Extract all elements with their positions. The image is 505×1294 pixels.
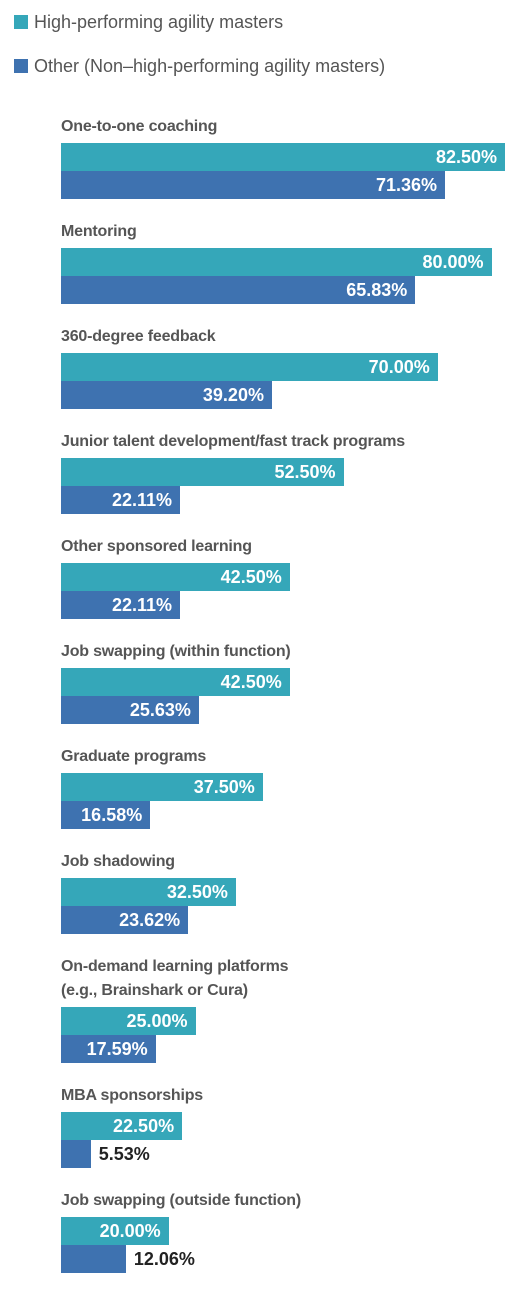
category-label: Mentoring bbox=[61, 223, 137, 240]
bar bbox=[61, 458, 344, 486]
category-label: MBA sponsorships bbox=[61, 1087, 203, 1104]
bar bbox=[61, 878, 236, 906]
bar-row: 37.50% bbox=[61, 773, 505, 801]
bar-row: 25.00% bbox=[61, 1007, 505, 1035]
legend-label: High-performing agility masters bbox=[34, 11, 284, 32]
chart: One-to-one coaching 82.50% 71.36% Mentoring… bbox=[61, 115, 505, 1294]
bar-group: Mentoring 80.00% 65.83% bbox=[61, 220, 505, 304]
category-label: Job shadowing bbox=[61, 853, 175, 870]
bar-group: 360-degree feedback 70.00% 39.20% bbox=[61, 325, 505, 409]
bar bbox=[61, 906, 189, 934]
bar-row: 5.53% bbox=[61, 1140, 505, 1168]
bar-row: 42.50% bbox=[61, 563, 505, 591]
value-label: 39.20% bbox=[202, 385, 264, 405]
value-label: 80.00% bbox=[422, 252, 484, 272]
category-label: Junior talent development/fast track pro… bbox=[61, 433, 405, 450]
bar bbox=[61, 1140, 91, 1168]
category-label: Graduate programs bbox=[61, 748, 207, 765]
bar-row: 39.20% bbox=[61, 381, 505, 409]
bar bbox=[61, 668, 290, 696]
bar-row: 25.63% bbox=[61, 696, 505, 724]
value-label: 25.63% bbox=[129, 700, 191, 720]
bar-row: 16.58% bbox=[61, 801, 505, 829]
bar-row: 52.50% bbox=[61, 458, 505, 486]
legend-item: High-performing agility masters bbox=[14, 0, 385, 44]
legend-swatch bbox=[14, 15, 28, 29]
value-label: 37.50% bbox=[193, 777, 255, 797]
value-label: 22.11% bbox=[111, 490, 172, 510]
bar-group: MBA sponsorships 22.50% 5.53% bbox=[61, 1084, 505, 1168]
bar-group: Job swapping (outside function) 20.00% 12.… bbox=[61, 1189, 505, 1273]
value-label: 65.83% bbox=[346, 280, 408, 300]
bar-row: 17.59% bbox=[61, 1035, 505, 1063]
bar-row: 12.06% bbox=[61, 1245, 505, 1273]
legend-label: Other (Non–high-performing agility maste… bbox=[34, 55, 386, 76]
value-label: 52.50% bbox=[274, 462, 336, 482]
value-label: 22.50% bbox=[113, 1116, 175, 1136]
bar-row: 22.50% bbox=[61, 1112, 505, 1140]
bar bbox=[61, 353, 438, 381]
bar-group: Graduate programs 37.50% 16.58% bbox=[61, 745, 505, 829]
bar bbox=[61, 1007, 196, 1035]
legend: High-performing agility masters Other (No… bbox=[14, 0, 385, 88]
value-label: 17.59% bbox=[86, 1039, 148, 1059]
value-label: 25.00% bbox=[126, 1011, 188, 1031]
value-label: 16.58% bbox=[81, 805, 143, 825]
value-label: 5.53% bbox=[98, 1144, 150, 1164]
bar bbox=[61, 486, 180, 514]
bar-row: 71.36% bbox=[61, 171, 505, 199]
value-label: 20.00% bbox=[99, 1221, 161, 1241]
bar bbox=[61, 1245, 126, 1273]
bar bbox=[61, 1035, 156, 1063]
bar-row: 82.50% bbox=[61, 143, 505, 171]
value-label: 71.36% bbox=[375, 175, 438, 195]
value-label: 82.50% bbox=[435, 147, 497, 167]
bar-row: 42.50% bbox=[61, 668, 505, 696]
value-label: 32.50% bbox=[166, 882, 228, 902]
value-label: 23.62% bbox=[119, 910, 181, 930]
bar bbox=[61, 563, 290, 591]
value-label: 12.06% bbox=[133, 1249, 195, 1269]
bar-group: Job shadowing 32.50% 23.62% bbox=[61, 850, 505, 934]
bar bbox=[61, 591, 180, 619]
legend-item: Other (Non–high-performing agility maste… bbox=[14, 44, 385, 88]
bar bbox=[61, 143, 505, 171]
bar bbox=[61, 381, 272, 409]
bar-row: 23.62% bbox=[61, 906, 505, 934]
bar bbox=[61, 171, 446, 199]
value-label: 42.50% bbox=[220, 567, 282, 587]
bar-group: One-to-one coaching 82.50% 71.36% bbox=[61, 115, 505, 199]
bar-group: Other sponsored learning 42.50% 22.11% bbox=[61, 535, 505, 619]
bar bbox=[61, 248, 492, 276]
category-label: Job swapping (within function) bbox=[61, 643, 291, 660]
bar bbox=[61, 773, 263, 801]
category-label: Other sponsored learning bbox=[61, 538, 252, 555]
bar-group: Junior talent development/fast track pro… bbox=[61, 430, 505, 514]
value-label: 70.00% bbox=[368, 357, 430, 377]
value-label: 42.50% bbox=[220, 672, 282, 692]
bar bbox=[61, 696, 199, 724]
category-label: 360-degree feedback bbox=[61, 328, 216, 345]
bar-row: 65.83% bbox=[61, 276, 505, 304]
bar-row: 70.00% bbox=[61, 353, 505, 381]
legend-swatch bbox=[14, 59, 28, 73]
bar-row: 22.11% bbox=[61, 591, 505, 619]
category-label: On-demand learning platforms (e.g., Brai… bbox=[61, 958, 289, 999]
bar-row: 32.50% bbox=[61, 878, 505, 906]
category-label: Job swapping (outside function) bbox=[61, 1192, 302, 1209]
bar bbox=[61, 276, 416, 304]
bar-group: Job swapping (within function) 42.50% 25.6… bbox=[61, 640, 505, 724]
bar bbox=[61, 1217, 169, 1245]
bar-row: 22.11% bbox=[61, 486, 505, 514]
value-label: 22.11% bbox=[111, 595, 172, 615]
bar bbox=[61, 1112, 183, 1140]
bar-row: 80.00% bbox=[61, 248, 505, 276]
bar-group: On-demand learning platforms (e.g., Brai… bbox=[61, 955, 505, 1063]
bar-row: 20.00% bbox=[61, 1217, 505, 1245]
bar bbox=[61, 801, 151, 829]
category-label: One-to-one coaching bbox=[61, 118, 218, 135]
